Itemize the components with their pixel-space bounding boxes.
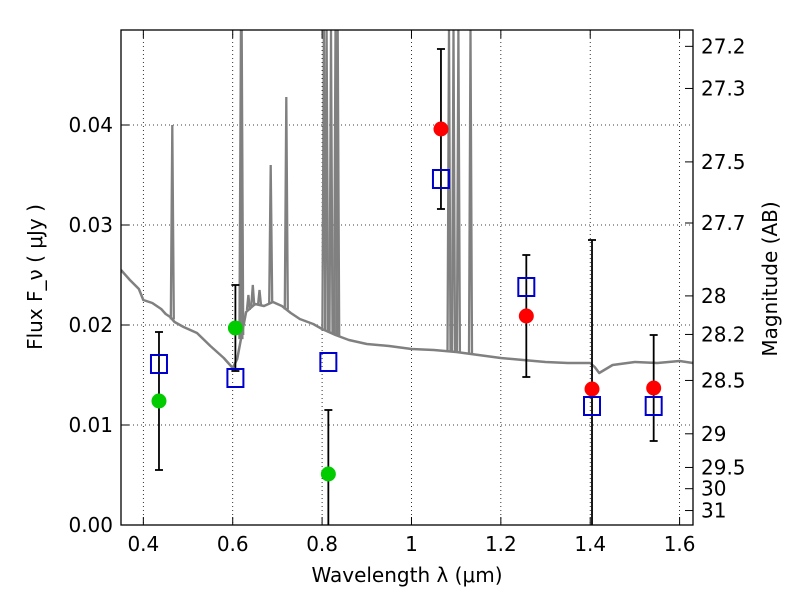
observed-flux-point <box>320 466 336 482</box>
right-tick-label: 28 <box>701 284 726 308</box>
y-tick-label: 0.01 <box>68 413 113 437</box>
model-spectrum <box>121 30 693 375</box>
model-flux-square <box>319 352 338 372</box>
observed-flux-point <box>433 121 449 137</box>
emission-line <box>323 30 330 332</box>
x-tick-label: 1.6 <box>664 532 696 556</box>
model-flux-square <box>149 354 168 374</box>
x-tick-label: 1.2 <box>485 532 517 556</box>
x-tick-label: 0.6 <box>217 532 249 556</box>
emission-line <box>245 294 252 311</box>
right-tick-label: 27.7 <box>701 211 746 235</box>
plot-frame <box>120 29 694 526</box>
model-flux-square <box>226 368 245 388</box>
emission-line <box>450 30 457 352</box>
data-points <box>149 48 663 525</box>
right-tick-label: 28.5 <box>701 368 746 392</box>
observed-flux-point <box>227 320 243 336</box>
right-tick-label: 30 <box>701 477 726 501</box>
right-tick-label: 27.2 <box>701 34 746 58</box>
emission-line <box>268 164 274 304</box>
right-tick-label: 31 <box>701 499 726 523</box>
right-tick-label: 29.5 <box>701 455 746 479</box>
emission-line <box>250 284 256 307</box>
emission-line <box>283 96 289 310</box>
y-tick-label: 0.00 <box>68 513 113 537</box>
x-tick-label: 1.4 <box>574 532 606 556</box>
emission-line <box>169 124 175 320</box>
observed-flux-point <box>584 381 600 397</box>
plot-area <box>121 30 693 525</box>
axes: 0.4 0.6 0.8 1 1.2 1.4 1.6 0.00 0.01 0.02 0.03 0.04 2… <box>68 30 746 556</box>
y-tick-label: 0.04 <box>68 113 113 137</box>
x-axis-label: Wavelength λ (μm) <box>311 563 502 587</box>
right-tick-label: 27.3 <box>701 76 746 100</box>
emission-line <box>239 30 245 336</box>
right-tick-label: 28.2 <box>701 322 746 346</box>
model-flux-square <box>644 396 663 416</box>
emission-line <box>328 30 334 334</box>
emission-line <box>455 30 462 353</box>
x-tick-label: 1 <box>405 532 418 556</box>
model-flux-square <box>431 169 450 189</box>
model-flux-square <box>583 396 602 416</box>
right-axis-label: Magnitude (AB) <box>758 201 782 356</box>
model-flux-square <box>517 277 536 297</box>
observed-flux-point <box>646 380 662 396</box>
y-tick-label: 0.03 <box>68 213 113 237</box>
y-axis-label: Flux F_ν ( μJy ) <box>23 204 47 350</box>
right-tick-label: 27.5 <box>701 150 746 174</box>
observed-flux-point <box>151 393 167 409</box>
x-tick-label: 0.4 <box>127 532 159 556</box>
observed-flux-point <box>518 308 534 324</box>
emission-line <box>256 289 263 306</box>
x-tick-label: 0.8 <box>306 532 338 556</box>
emission-line <box>446 30 452 352</box>
emission-line <box>467 30 474 354</box>
emission-line <box>335 30 341 336</box>
right-tick-label: 29 <box>701 422 726 446</box>
y-tick-label: 0.02 <box>68 313 113 337</box>
